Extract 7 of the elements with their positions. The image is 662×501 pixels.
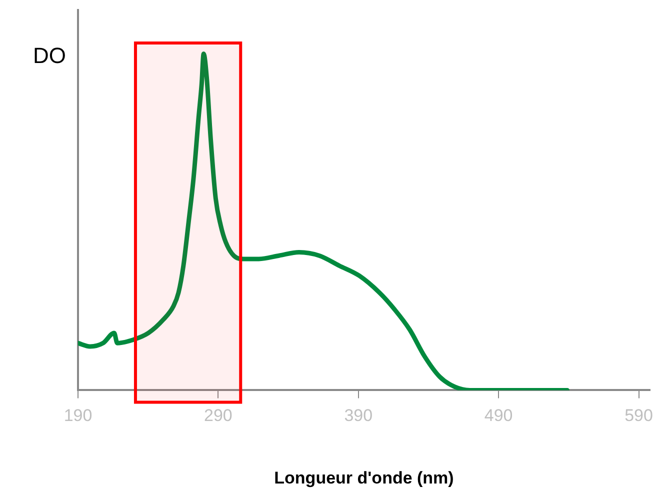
y-axis-title: DO bbox=[33, 42, 66, 68]
x-tick-label: 190 bbox=[64, 406, 92, 426]
x-axis-title: Longueur d'onde (nm) bbox=[274, 468, 454, 488]
x-tick-label: 290 bbox=[204, 406, 232, 426]
x-tick-label: 490 bbox=[484, 406, 513, 426]
x-tick-label: 590 bbox=[624, 406, 653, 426]
x-tick-label: 390 bbox=[344, 406, 373, 426]
